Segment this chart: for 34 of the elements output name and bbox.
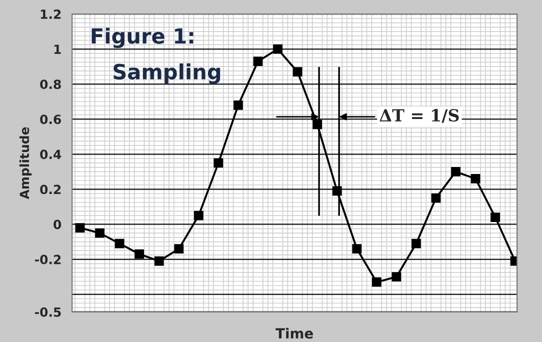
annotation: ΔT = 1/S: [380, 109, 459, 123]
x-axis-title: Time: [276, 328, 313, 339]
annotation: Sampling: [114, 63, 220, 84]
point: [75, 223, 85, 232]
point: [234, 100, 243, 110]
point: [292, 67, 302, 77]
point: [470, 174, 480, 184]
y-tick-label: -0.5: [35, 307, 61, 317]
point: [114, 238, 124, 248]
y-tick-label: 1.2: [40, 9, 61, 19]
point: [490, 212, 500, 222]
point: [431, 193, 441, 203]
point: [174, 244, 184, 254]
y-tick-label: -0.2: [35, 254, 61, 264]
point: [451, 167, 460, 176]
y-axis-title: Amplitude: [19, 127, 32, 200]
y-tick-label: 0.4: [40, 150, 62, 160]
point: [412, 238, 421, 248]
point: [392, 272, 402, 282]
y-tick-label: 0.6: [40, 114, 61, 124]
y-tick-label: 0.8: [40, 80, 61, 90]
point: [273, 44, 282, 54]
point: [253, 56, 263, 66]
point: [372, 277, 382, 287]
annotation: Figure 1:: [92, 28, 194, 48]
point: [154, 256, 164, 266]
point: [352, 244, 362, 254]
y-tick-label: 1: [54, 44, 61, 54]
point: [214, 158, 224, 168]
y-tick-label: 0: [54, 220, 62, 230]
y-tick-label: 0.2: [40, 184, 61, 194]
point: [134, 249, 144, 259]
point: [95, 228, 104, 238]
point: [194, 210, 204, 220]
